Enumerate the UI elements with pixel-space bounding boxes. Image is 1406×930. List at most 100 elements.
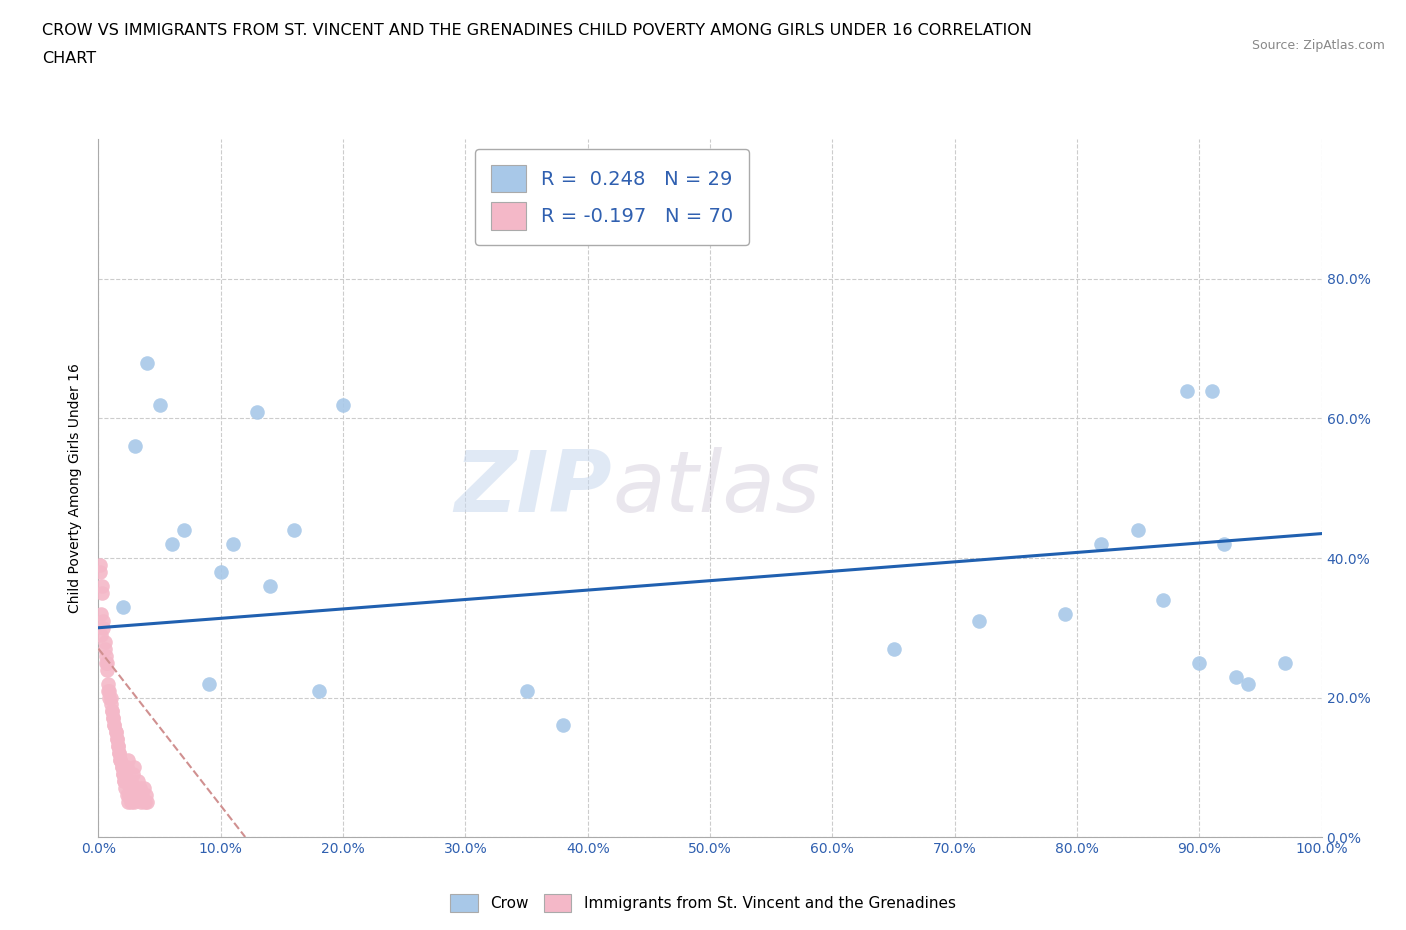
Point	[1175, 383, 1198, 398]
Point	[91, 578, 114, 593]
Point	[101, 711, 124, 725]
Point	[127, 774, 149, 789]
Point	[101, 704, 124, 719]
Point	[98, 690, 121, 705]
Point	[107, 738, 129, 753]
Text: Source: ZipAtlas.com: Source: ZipAtlas.com	[1251, 39, 1385, 52]
Point	[136, 794, 159, 809]
Point	[125, 781, 148, 796]
Point	[111, 760, 134, 775]
Point	[120, 781, 142, 796]
Point	[111, 600, 134, 615]
Point	[1090, 537, 1112, 551]
Point	[124, 788, 146, 803]
Point	[967, 614, 990, 629]
Point	[94, 648, 117, 663]
Point	[115, 788, 138, 803]
Point	[103, 718, 125, 733]
Point	[108, 746, 131, 761]
Point	[89, 558, 111, 573]
Point	[97, 683, 120, 698]
Point	[1053, 606, 1076, 621]
Point	[101, 711, 124, 725]
Point	[93, 642, 115, 657]
Point	[136, 355, 159, 370]
Point	[91, 620, 114, 635]
Point	[246, 404, 269, 418]
Point	[1128, 523, 1150, 538]
Point	[118, 788, 141, 803]
Point	[104, 725, 127, 740]
Point	[107, 738, 129, 753]
Text: atlas: atlas	[612, 446, 820, 530]
Point	[283, 523, 305, 538]
Point	[90, 628, 112, 643]
Legend: R =  0.248   N = 29, R = -0.197   N = 70: R = 0.248 N = 29, R = -0.197 N = 70	[475, 149, 749, 246]
Point	[1201, 383, 1223, 398]
Point	[120, 774, 142, 789]
Point	[883, 642, 905, 657]
Point	[91, 614, 114, 629]
Point	[259, 578, 281, 593]
Point	[111, 766, 134, 781]
Point	[1274, 656, 1296, 671]
Point	[1152, 592, 1174, 607]
Point	[122, 760, 145, 775]
Point	[110, 753, 132, 768]
Point	[112, 774, 135, 789]
Text: CHART: CHART	[42, 51, 96, 66]
Point	[1225, 670, 1247, 684]
Point	[515, 683, 537, 698]
Point	[121, 766, 143, 781]
Point	[105, 732, 128, 747]
Point	[96, 656, 118, 671]
Point	[101, 704, 124, 719]
Point	[1188, 656, 1211, 671]
Point	[111, 760, 134, 775]
Point	[105, 732, 128, 747]
Point	[114, 766, 136, 781]
Point	[117, 753, 139, 768]
Point	[132, 781, 155, 796]
Point	[93, 634, 115, 649]
Point	[135, 788, 157, 803]
Point	[129, 794, 152, 809]
Point	[128, 788, 150, 803]
Point	[553, 718, 575, 733]
Point	[100, 690, 122, 705]
Point	[103, 718, 125, 733]
Point	[124, 439, 146, 454]
Point	[197, 676, 219, 691]
Point	[117, 794, 139, 809]
Point	[114, 781, 136, 796]
Point	[122, 794, 145, 809]
Point	[98, 683, 121, 698]
Point	[108, 746, 131, 761]
Point	[97, 676, 120, 691]
Point	[89, 565, 111, 579]
Point	[118, 788, 141, 803]
Point	[110, 753, 132, 768]
Point	[112, 774, 135, 789]
Point	[1237, 676, 1260, 691]
Point	[120, 781, 142, 796]
Point	[94, 656, 117, 671]
Point	[134, 794, 156, 809]
Point	[91, 586, 114, 601]
Point	[173, 523, 195, 538]
Point	[111, 766, 134, 781]
Point	[222, 537, 245, 551]
Point	[1212, 537, 1234, 551]
Point	[96, 662, 118, 677]
Point	[104, 725, 127, 740]
Text: ZIP: ZIP	[454, 446, 612, 530]
Y-axis label: Child Poverty Among Girls Under 16: Child Poverty Among Girls Under 16	[69, 364, 83, 613]
Point	[160, 537, 183, 551]
Point	[332, 397, 354, 412]
Point	[121, 788, 143, 803]
Legend: Crow, Immigrants from St. Vincent and the Grenadines: Crow, Immigrants from St. Vincent and th…	[444, 888, 962, 918]
Point	[129, 781, 152, 796]
Point	[131, 788, 153, 803]
Point	[120, 794, 142, 809]
Text: CROW VS IMMIGRANTS FROM ST. VINCENT AND THE GRENADINES CHILD POVERTY AMONG GIRLS: CROW VS IMMIGRANTS FROM ST. VINCENT AND …	[42, 23, 1032, 38]
